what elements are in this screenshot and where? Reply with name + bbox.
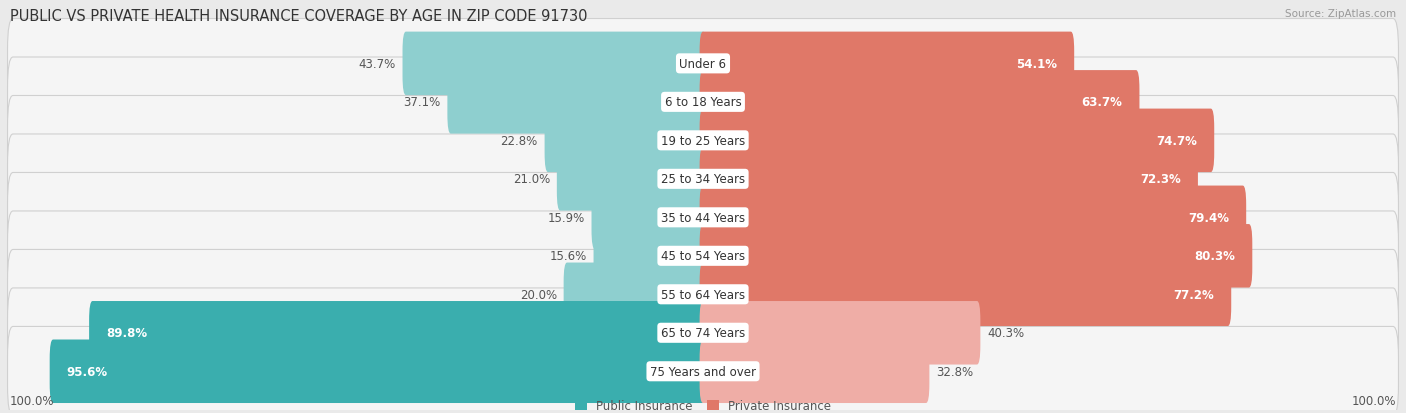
Text: 6 to 18 Years: 6 to 18 Years bbox=[665, 96, 741, 109]
FancyBboxPatch shape bbox=[557, 148, 706, 211]
FancyBboxPatch shape bbox=[49, 339, 706, 403]
FancyBboxPatch shape bbox=[7, 327, 1399, 413]
FancyBboxPatch shape bbox=[7, 250, 1399, 339]
Text: 74.7%: 74.7% bbox=[1156, 135, 1198, 147]
Text: Under 6: Under 6 bbox=[679, 58, 727, 71]
Text: 75 Years and over: 75 Years and over bbox=[650, 365, 756, 378]
Text: 54.1%: 54.1% bbox=[1017, 58, 1057, 71]
Text: 20.0%: 20.0% bbox=[520, 288, 557, 301]
FancyBboxPatch shape bbox=[447, 71, 706, 134]
Text: 35 to 44 Years: 35 to 44 Years bbox=[661, 211, 745, 224]
FancyBboxPatch shape bbox=[7, 96, 1399, 186]
FancyBboxPatch shape bbox=[592, 186, 706, 249]
FancyBboxPatch shape bbox=[593, 225, 706, 288]
Text: 15.6%: 15.6% bbox=[550, 250, 586, 263]
FancyBboxPatch shape bbox=[700, 301, 980, 365]
FancyBboxPatch shape bbox=[700, 33, 1074, 96]
Text: 40.3%: 40.3% bbox=[987, 327, 1025, 339]
FancyBboxPatch shape bbox=[544, 109, 706, 173]
Legend: Public Insurance, Private Insurance: Public Insurance, Private Insurance bbox=[575, 399, 831, 412]
Text: 80.3%: 80.3% bbox=[1195, 250, 1236, 263]
FancyBboxPatch shape bbox=[7, 58, 1399, 147]
Text: 100.0%: 100.0% bbox=[1353, 394, 1396, 407]
Text: 45 to 54 Years: 45 to 54 Years bbox=[661, 250, 745, 263]
Text: 55 to 64 Years: 55 to 64 Years bbox=[661, 288, 745, 301]
Text: 19 to 25 Years: 19 to 25 Years bbox=[661, 135, 745, 147]
FancyBboxPatch shape bbox=[7, 288, 1399, 378]
FancyBboxPatch shape bbox=[7, 135, 1399, 224]
Text: 77.2%: 77.2% bbox=[1174, 288, 1215, 301]
Text: 65 to 74 Years: 65 to 74 Years bbox=[661, 327, 745, 339]
FancyBboxPatch shape bbox=[700, 225, 1253, 288]
Text: 15.9%: 15.9% bbox=[547, 211, 585, 224]
FancyBboxPatch shape bbox=[7, 19, 1399, 109]
FancyBboxPatch shape bbox=[700, 109, 1215, 173]
FancyBboxPatch shape bbox=[700, 71, 1139, 134]
FancyBboxPatch shape bbox=[402, 33, 706, 96]
Text: 21.0%: 21.0% bbox=[513, 173, 550, 186]
Text: 95.6%: 95.6% bbox=[66, 365, 108, 378]
Text: PUBLIC VS PRIVATE HEALTH INSURANCE COVERAGE BY AGE IN ZIP CODE 91730: PUBLIC VS PRIVATE HEALTH INSURANCE COVER… bbox=[10, 9, 588, 24]
Text: 25 to 34 Years: 25 to 34 Years bbox=[661, 173, 745, 186]
Text: 37.1%: 37.1% bbox=[404, 96, 440, 109]
Text: 43.7%: 43.7% bbox=[359, 58, 395, 71]
FancyBboxPatch shape bbox=[700, 186, 1246, 249]
FancyBboxPatch shape bbox=[700, 263, 1232, 326]
Text: 32.8%: 32.8% bbox=[936, 365, 973, 378]
FancyBboxPatch shape bbox=[7, 173, 1399, 263]
Text: 79.4%: 79.4% bbox=[1188, 211, 1229, 224]
FancyBboxPatch shape bbox=[564, 263, 706, 326]
FancyBboxPatch shape bbox=[700, 339, 929, 403]
FancyBboxPatch shape bbox=[700, 148, 1198, 211]
Text: 72.3%: 72.3% bbox=[1140, 173, 1181, 186]
Text: 22.8%: 22.8% bbox=[501, 135, 538, 147]
Text: Source: ZipAtlas.com: Source: ZipAtlas.com bbox=[1285, 9, 1396, 19]
Text: 100.0%: 100.0% bbox=[10, 394, 53, 407]
Text: 63.7%: 63.7% bbox=[1081, 96, 1122, 109]
FancyBboxPatch shape bbox=[89, 301, 706, 365]
FancyBboxPatch shape bbox=[7, 211, 1399, 301]
Text: 89.8%: 89.8% bbox=[105, 327, 148, 339]
